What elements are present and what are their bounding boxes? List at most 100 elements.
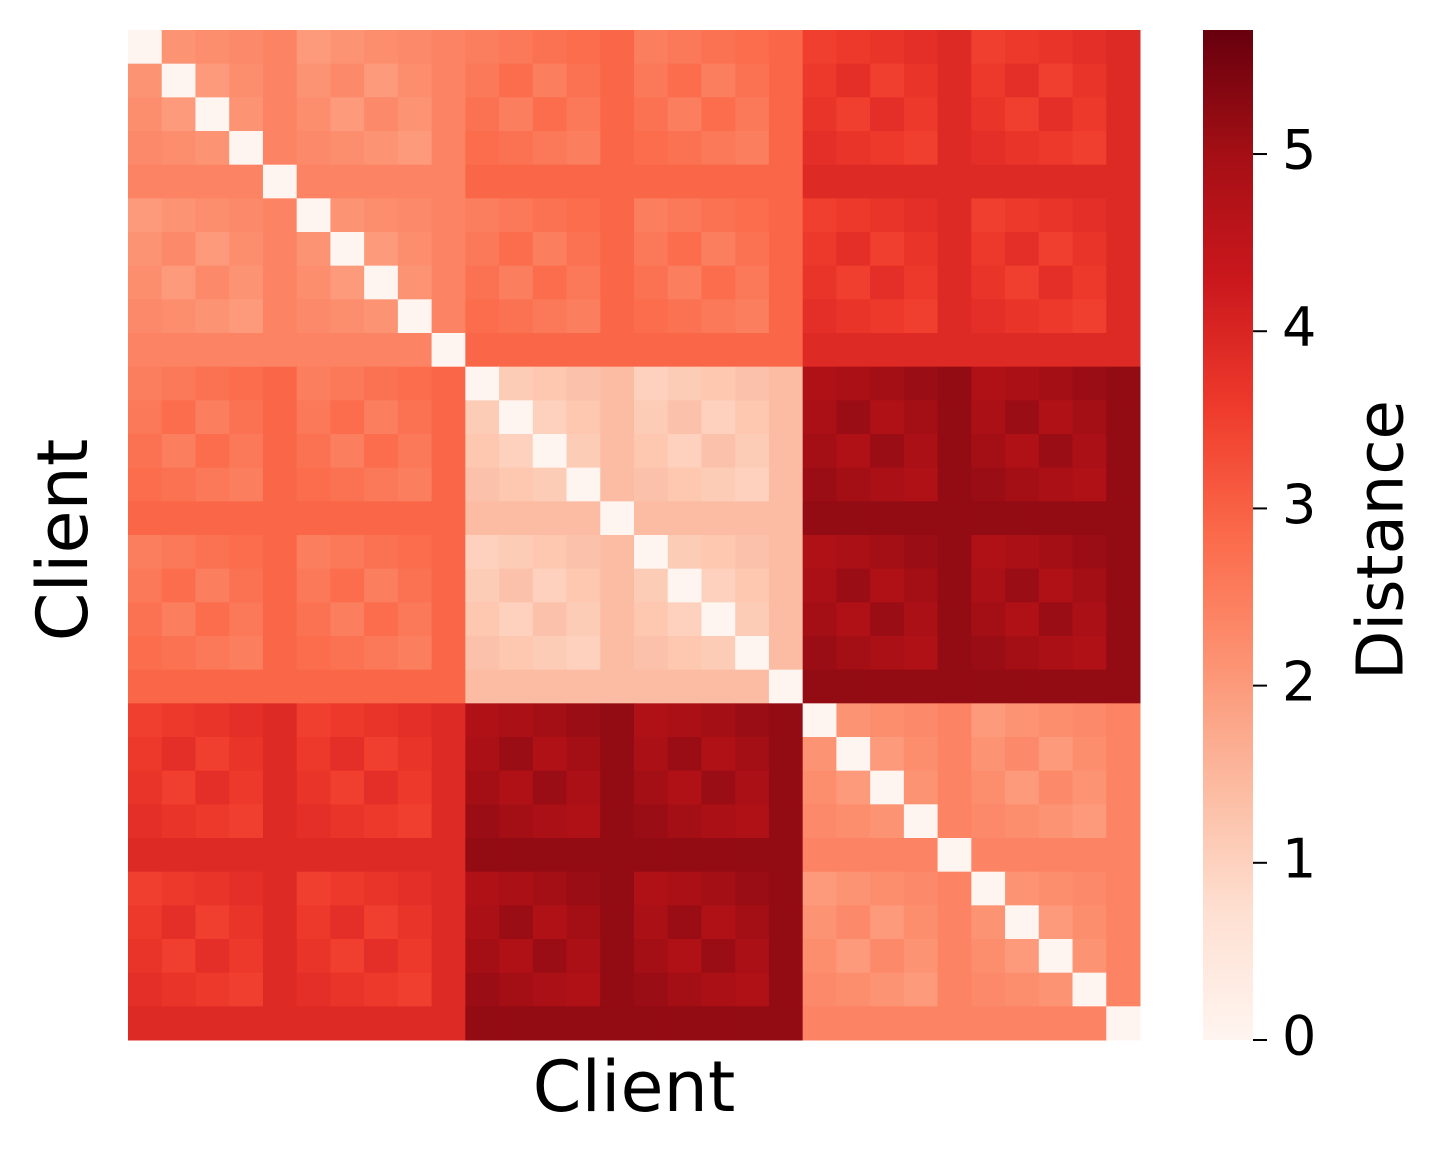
- heatmap-cell: [600, 636, 635, 671]
- heatmap-cell: [870, 400, 905, 435]
- heatmap-cell: [735, 939, 770, 974]
- heatmap-cell: [229, 1006, 264, 1041]
- heatmap-cell: [195, 232, 230, 267]
- heatmap-cell: [735, 265, 770, 300]
- heatmap-cell: [701, 198, 736, 233]
- heatmap-cell: [1005, 737, 1040, 772]
- heatmap-cell: [397, 703, 433, 738]
- heatmap-cell: [128, 905, 163, 940]
- heatmap-cell: [971, 737, 1006, 772]
- heatmap-cell: [532, 737, 568, 772]
- heatmap-cell: [768, 602, 804, 637]
- heatmap-cell: [330, 871, 365, 906]
- heatmap-cell: [836, 905, 871, 940]
- heatmap-cell: [566, 434, 601, 469]
- heatmap-cell: [128, 400, 163, 435]
- heatmap-cell: [836, 501, 871, 536]
- heatmap-cell: [1005, 972, 1040, 1007]
- heatmap-cell: [195, 164, 230, 199]
- heatmap-cell: [634, 972, 669, 1007]
- heatmap-cell: [431, 333, 466, 368]
- heatmap-cell: [903, 939, 939, 974]
- heatmap-cell: [903, 232, 939, 267]
- heatmap-cell: [600, 1006, 635, 1041]
- heatmap-cell: [262, 838, 298, 873]
- heatmap-cell: [499, 838, 534, 873]
- heatmap-cell: [465, 636, 500, 671]
- heatmap-cell: [431, 265, 466, 300]
- heatmap-cell: [600, 669, 635, 704]
- heatmap-cell: [499, 30, 534, 65]
- heatmap-cell: [397, 30, 433, 65]
- heatmap-cell: [634, 939, 669, 974]
- heatmap-cell: [634, 198, 669, 233]
- heatmap-cell: [330, 770, 365, 805]
- heatmap-cell: [836, 636, 871, 671]
- heatmap-cell: [903, 905, 939, 940]
- heatmap-cell: [634, 265, 669, 300]
- heatmap-cell: [600, 871, 635, 906]
- heatmap-cell: [296, 804, 331, 839]
- heatmap-cell: [128, 770, 163, 805]
- heatmap-cell: [600, 366, 635, 401]
- heatmap-cell: [364, 535, 399, 570]
- heatmap-cell: [634, 770, 669, 805]
- heatmap-cell: [195, 467, 230, 502]
- heatmap-cell: [836, 366, 871, 401]
- heatmap-cell: [397, 737, 433, 772]
- heatmap-cell: [903, 400, 939, 435]
- heatmap-cell: [1005, 434, 1040, 469]
- heatmap-cell: [566, 1006, 601, 1041]
- heatmap-cell: [262, 905, 298, 940]
- heatmap-cell: [701, 905, 736, 940]
- heatmap-cell: [566, 939, 601, 974]
- heatmap-cell: [937, 669, 972, 704]
- heatmap-cell: [634, 905, 669, 940]
- heatmap-cell: [701, 602, 736, 637]
- heatmap-cell: [364, 232, 399, 267]
- heatmap-cell: [229, 838, 264, 873]
- heatmap-cell: [296, 299, 331, 334]
- heatmap-cell: [296, 366, 331, 401]
- heatmap-cell: [330, 164, 365, 199]
- heatmap-cell: [634, 737, 669, 772]
- heatmap-cell: [465, 265, 500, 300]
- heatmap-cell: [397, 905, 433, 940]
- heatmap-cell: [870, 434, 905, 469]
- heatmap-cell: [735, 669, 770, 704]
- heatmap-cell: [667, 467, 702, 502]
- heatmap-cell: [735, 636, 770, 671]
- heatmap-cell: [499, 366, 534, 401]
- heatmap-cell: [364, 265, 399, 300]
- heatmap-cell: [971, 770, 1006, 805]
- heatmap-cell: [566, 467, 601, 502]
- heatmap-cell: [229, 804, 264, 839]
- heatmap-cell: [836, 400, 871, 435]
- heatmap-cell: [768, 265, 804, 300]
- heatmap-cell: [262, 972, 298, 1007]
- heatmap-cell: [701, 333, 736, 368]
- heatmap-cell: [971, 804, 1006, 839]
- heatmap-cell: [532, 939, 568, 974]
- heatmap-cell: [364, 838, 399, 873]
- heatmap-cell: [836, 63, 871, 98]
- heatmap-cell: [802, 602, 837, 637]
- heatmap-cell: [465, 535, 500, 570]
- heatmap-cell: [431, 198, 466, 233]
- heatmap-cell: [229, 164, 264, 199]
- heatmap-cell: [532, 905, 568, 940]
- heatmap-cell: [701, 164, 736, 199]
- heatmap-cell: [1072, 737, 1107, 772]
- heatmap-cell: [532, 501, 568, 536]
- heatmap-cell: [364, 131, 399, 166]
- heatmap-cell: [431, 164, 466, 199]
- heatmap-cell: [161, 63, 196, 98]
- heatmap-cell: [296, 703, 331, 738]
- heatmap-cell: [802, 63, 837, 98]
- heatmap-cell: [296, 131, 331, 166]
- heatmap-cell: [397, 770, 433, 805]
- heatmap-cell: [1038, 568, 1074, 603]
- heatmap-cell: [161, 568, 196, 603]
- heatmap-cell: [667, 400, 702, 435]
- heatmap-cell: [768, 568, 804, 603]
